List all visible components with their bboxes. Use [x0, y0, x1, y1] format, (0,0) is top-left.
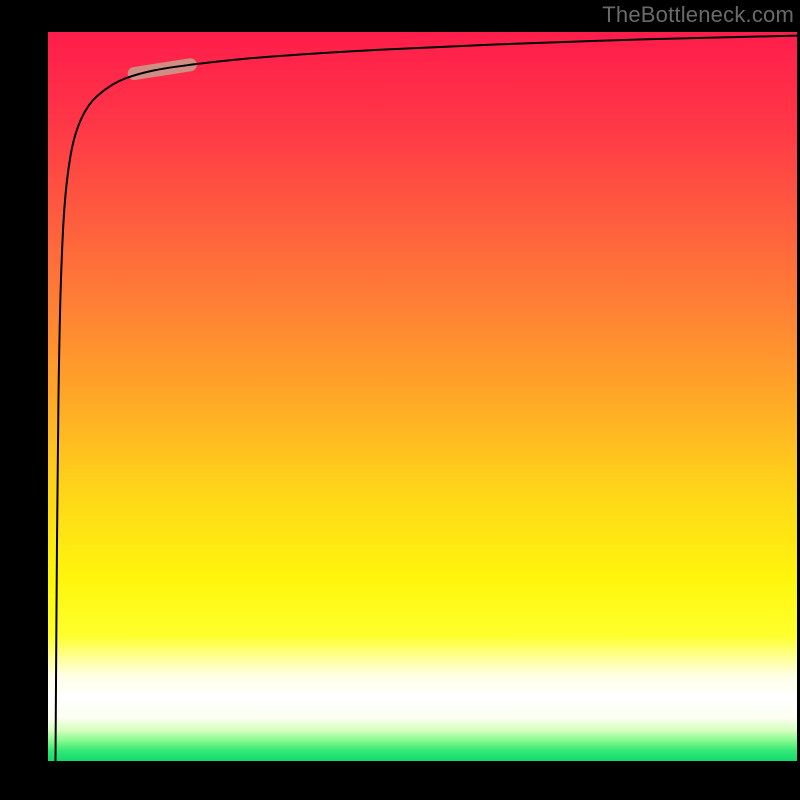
- gradient-background: [48, 32, 797, 761]
- plot-area: [48, 32, 797, 761]
- chart-root: TheBottleneck.com: [0, 0, 800, 800]
- plot-svg: [48, 32, 797, 761]
- plot-frame: [45, 29, 800, 764]
- watermark-text: TheBottleneck.com: [602, 2, 794, 28]
